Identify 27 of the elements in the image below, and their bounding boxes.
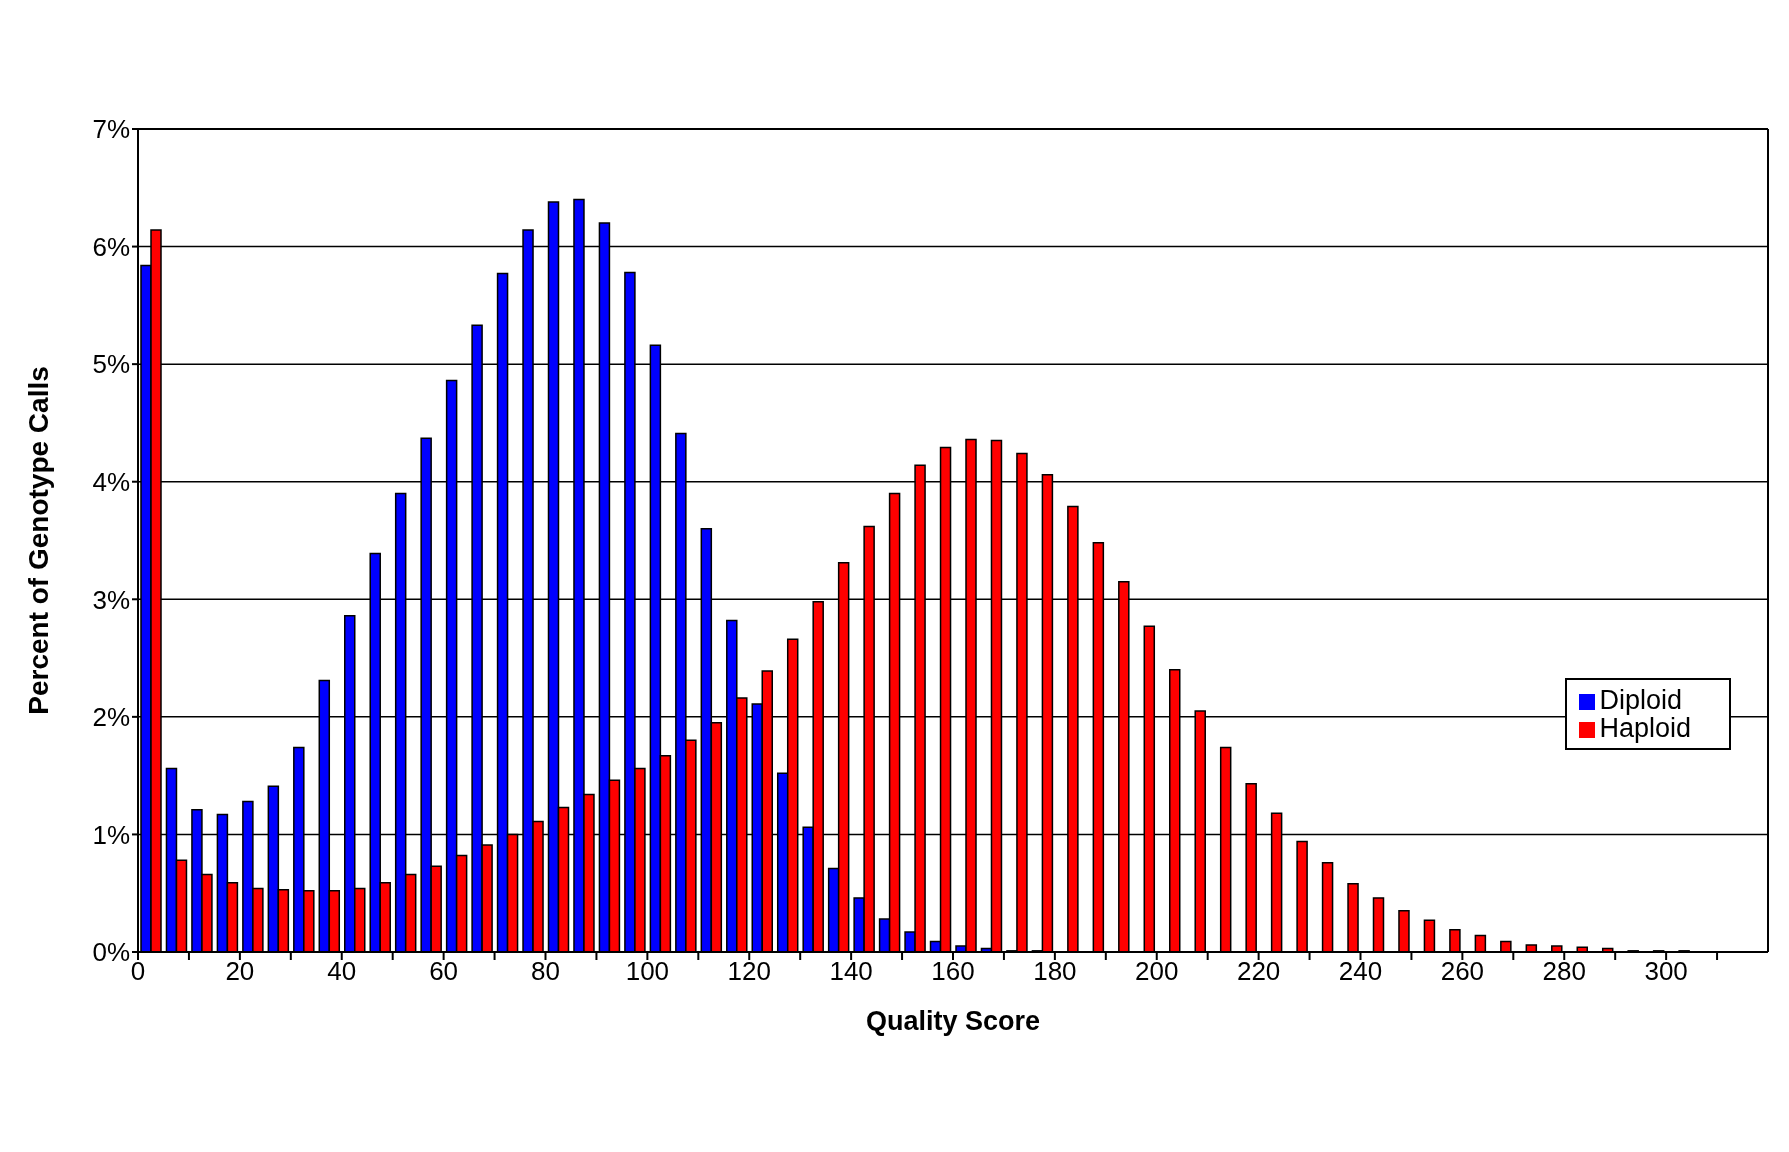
y-tick-label: 6% bbox=[92, 231, 130, 262]
x-tick-label: 120 bbox=[727, 956, 771, 987]
x-tick-label: 160 bbox=[931, 956, 975, 987]
x-tick-label: 140 bbox=[829, 956, 873, 987]
y-tick-label: 5% bbox=[92, 349, 130, 380]
y-tick-label: 7% bbox=[92, 114, 130, 145]
y-tick-label: 4% bbox=[92, 466, 130, 497]
x-tick-label: 60 bbox=[429, 956, 459, 987]
x-tick-label: 240 bbox=[1338, 956, 1383, 987]
y-tick-label: 0% bbox=[92, 937, 130, 968]
x-tick-label: 200 bbox=[1135, 956, 1179, 987]
x-tick-label: 220 bbox=[1236, 956, 1281, 987]
x-tick-label: 80 bbox=[531, 956, 560, 987]
x-tick-label: 180 bbox=[1033, 956, 1077, 987]
x-tick-label: 0 bbox=[130, 956, 146, 987]
x-tick-label: 40 bbox=[327, 956, 357, 987]
y-tick-label: 1% bbox=[92, 819, 130, 850]
y-tick-label: 2% bbox=[92, 702, 130, 733]
y-axis-title: Percent of Genotype Calls bbox=[22, 366, 54, 715]
x-tick-label: 280 bbox=[1542, 956, 1586, 987]
x-tick-label: 300 bbox=[1644, 956, 1688, 987]
x-axis-title: Quality Score bbox=[865, 1006, 1041, 1036]
x-tick-label: 100 bbox=[625, 956, 670, 987]
x-tick-label: 20 bbox=[225, 956, 255, 987]
legend-label: Diploid bbox=[1599, 685, 1682, 715]
x-tick-label: 260 bbox=[1440, 956, 1485, 987]
y-tick-label: 3% bbox=[92, 584, 130, 615]
